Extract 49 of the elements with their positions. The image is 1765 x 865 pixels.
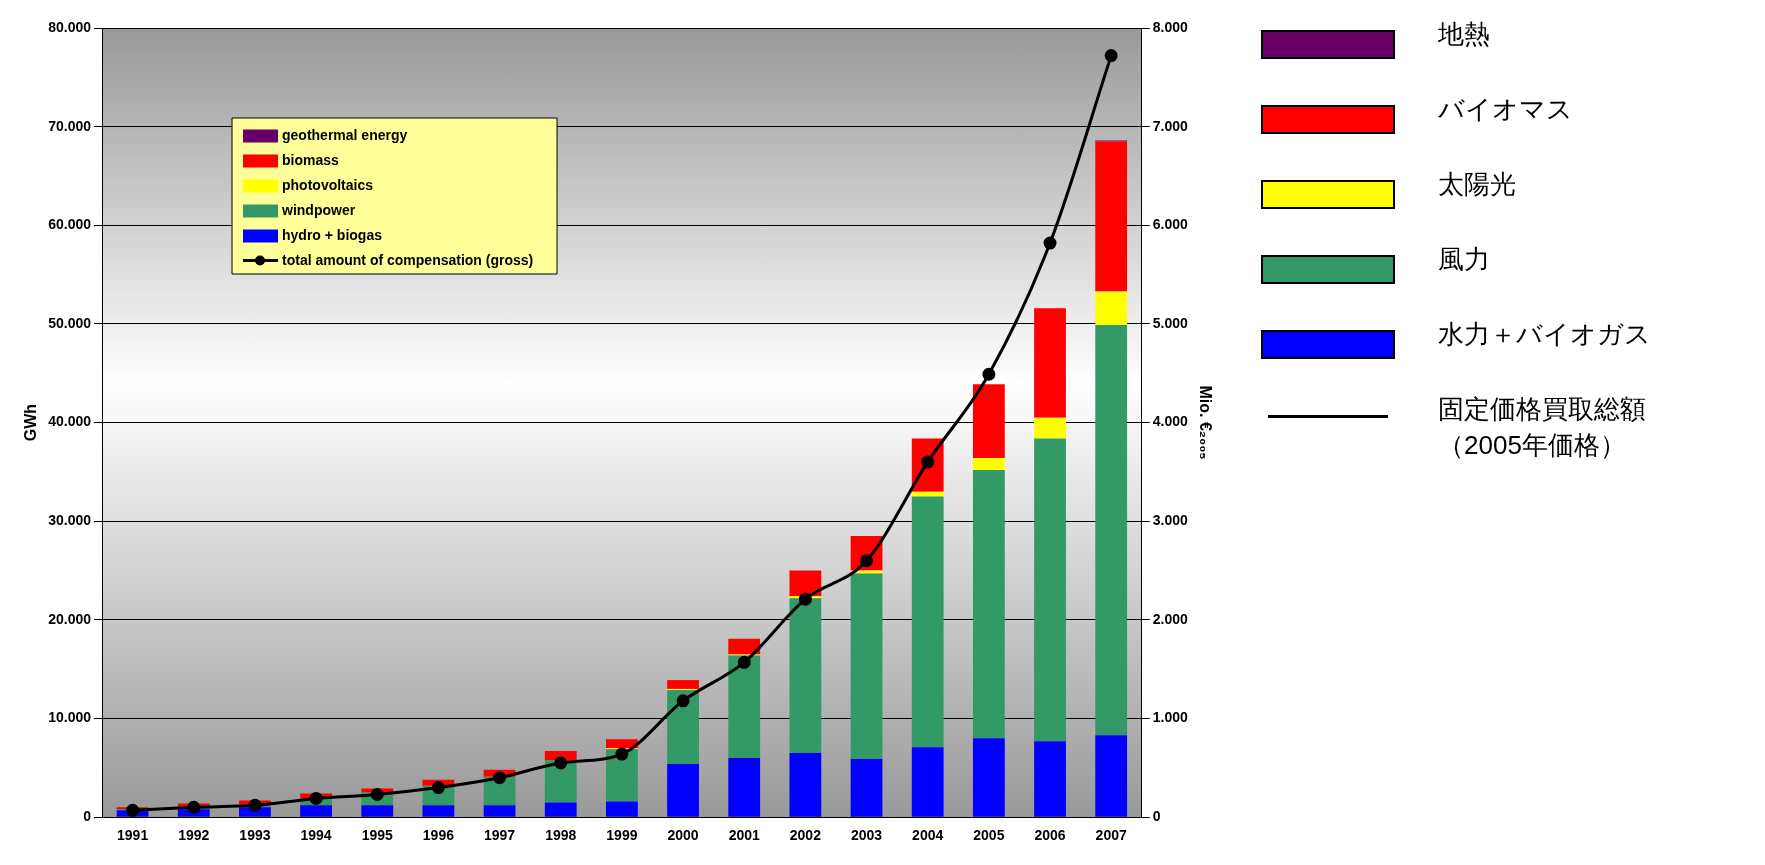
legend-label: total amount of compensation (gross) — [282, 252, 534, 269]
text: 太陽光 — [1438, 168, 1517, 201]
x-tick-label: 2007 — [1095, 827, 1127, 844]
x-tick-label: 1992 — [178, 827, 210, 844]
y-tick-label: 50.000 — [48, 314, 92, 331]
x-tick-label: 1991 — [117, 827, 149, 844]
x-tick-label: 1995 — [361, 827, 394, 844]
x-tick-label: 2005 — [973, 827, 1005, 844]
y2-tick-label: 4.000 — [1152, 413, 1189, 430]
text: 固定価格買取総額（2005年価格） — [1438, 393, 1647, 462]
legend-label: hydro + biogas — [282, 227, 383, 244]
y-tick-label: 70.000 — [48, 117, 92, 134]
y2-tick-label: 6.000 — [1152, 216, 1189, 233]
y2-tick-label: 0 — [1152, 808, 1161, 825]
y-tick-label: 80.000 — [48, 18, 92, 35]
y2-tick-label: 5.000 — [1152, 314, 1189, 331]
x-tick-label: 2003 — [850, 827, 883, 844]
x-tick-label: 1997 — [483, 827, 516, 844]
y-tick-label: 40.000 — [48, 413, 92, 430]
legend-label: windpower — [281, 202, 356, 219]
y2-tick-label: 1.000 — [1152, 709, 1189, 726]
legend-label: photovoltaics — [282, 177, 374, 194]
x-tick-label: 1999 — [606, 827, 638, 844]
y2-tick-label: 7.000 — [1152, 117, 1189, 134]
y2-tick-label: 2.000 — [1152, 610, 1189, 627]
x-tick-label: 2001 — [728, 827, 760, 844]
text: 地熱 — [1438, 18, 1491, 51]
x-tick-label: 1998 — [545, 827, 577, 844]
y2-tick-label: 8.000 — [1152, 18, 1189, 35]
text: 風力 — [1438, 243, 1491, 276]
legend-label: biomass — [282, 152, 340, 169]
text: 水力＋バイオガス — [1438, 318, 1652, 351]
x-tick-label: 2006 — [1034, 827, 1066, 844]
y-tick-label: 0 — [83, 808, 92, 825]
y-tick-label: 30.000 — [48, 512, 92, 529]
y-axis-title: GWh — [22, 403, 40, 442]
x-tick-label: 2004 — [912, 827, 944, 844]
y2-axis-title: Mio. €₂₀₀₅ — [1196, 385, 1214, 460]
legend-label: geothermal energy — [282, 127, 408, 144]
y2-tick-label: 3.000 — [1152, 512, 1189, 529]
text: バイオマス — [1438, 93, 1574, 126]
x-tick-label: 2000 — [667, 827, 699, 844]
y-tick-label: 20.000 — [48, 610, 92, 627]
x-tick-label: 1994 — [300, 827, 332, 844]
x-tick-label: 1996 — [422, 827, 455, 844]
x-tick-label: 1993 — [239, 827, 271, 844]
y-tick-label: 10.000 — [48, 709, 92, 726]
x-tick-label: 2002 — [789, 827, 822, 844]
y-tick-label: 60.000 — [48, 216, 92, 233]
